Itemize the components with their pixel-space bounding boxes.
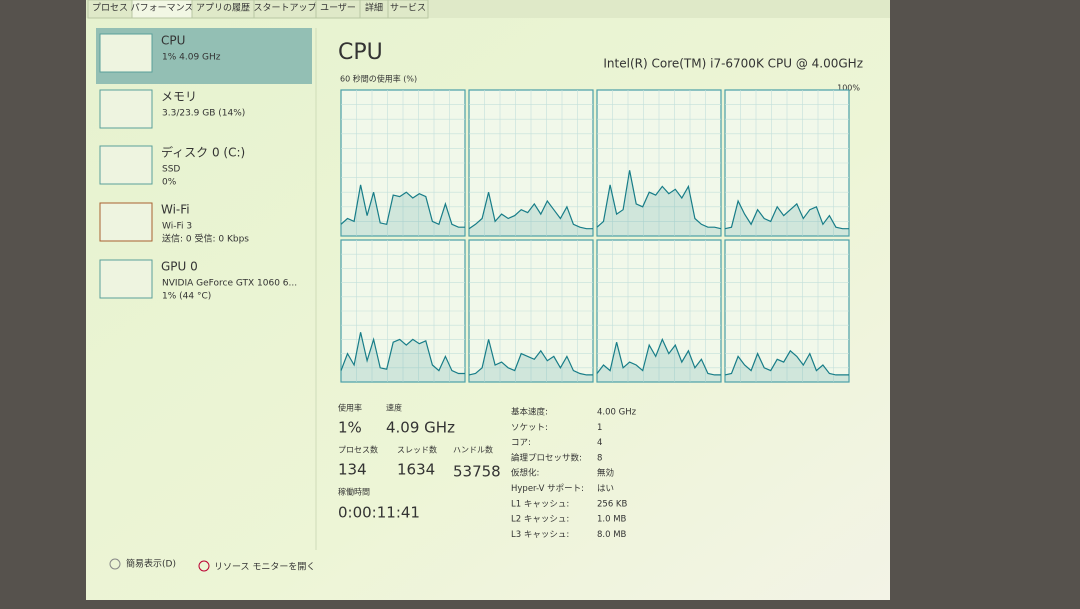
tab-label[interactable]: プロセス (92, 3, 128, 14)
monitor-link[interactable]: リソース モニターを開く (214, 562, 315, 573)
sidebar-detail[interactable]: NVIDIA GeForce GTX 1060 6... (162, 279, 297, 289)
stat-label: 速度 (386, 403, 402, 413)
detail-label: L2 キャッシュ: (511, 515, 569, 525)
tab-label[interactable]: ユーザー (320, 3, 356, 14)
sidebar-name[interactable]: メモリ (161, 90, 197, 104)
sidebar-detail[interactable]: 1% (44 °C) (162, 292, 211, 302)
stat-label: 稼働時間 (338, 487, 370, 497)
usage-line (468, 192, 593, 230)
tab-label[interactable]: スタートアップ (253, 3, 316, 14)
stat-value: 4.09 GHz (386, 419, 455, 437)
sidebar-name[interactable]: Wi-Fi (161, 203, 190, 217)
sidebar-detail[interactable]: Wi-Fi 3 (162, 222, 192, 232)
usage-line (724, 199, 849, 230)
graph-max: 100% (837, 84, 860, 93)
detail-label: Hyper-V サポート: (511, 484, 584, 494)
usage-line (340, 184, 465, 228)
sidebar-detail[interactable]: 送信: 0 受信: 0 Kbps (162, 233, 249, 245)
sidebar-name[interactable]: GPU 0 (161, 260, 198, 274)
detail-value: はい (597, 484, 614, 494)
sidebar-detail[interactable]: 0% (162, 178, 177, 188)
detail-label: L3 キャッシュ: (511, 530, 569, 540)
detail-label: ソケット: (511, 423, 548, 433)
detail-value: 256 KB (597, 499, 627, 509)
sidebar-detail[interactable]: SSD (162, 165, 180, 175)
usage-area (341, 184, 465, 236)
usage-line (596, 337, 721, 376)
usage-line (724, 349, 849, 376)
stat-label: プロセス数 (338, 445, 378, 455)
detail-value: 4 (597, 438, 602, 448)
usage-area (469, 192, 593, 236)
usage-line (468, 339, 593, 376)
main-title: CPU (338, 40, 383, 65)
sidebar-detail[interactable]: 1% 4.09 GHz (162, 53, 221, 63)
usage-area (725, 201, 849, 236)
usage-line (340, 332, 465, 375)
usage-area (469, 339, 593, 382)
usage-area (597, 170, 721, 236)
graph-label: 60 秒間の使用率 (%) (340, 74, 417, 84)
stat-label: スレッド数 (397, 445, 437, 455)
detail-value: 4.00 GHz (597, 408, 637, 418)
detail-value: 1.0 MB (597, 515, 627, 525)
detail-value: 1 (597, 423, 602, 433)
stat-value: 0:00:11:41 (338, 504, 420, 522)
stat-value: 1634 (397, 461, 435, 479)
detail-value: 無効 (597, 468, 614, 479)
usage-line (596, 170, 722, 230)
sidebar-detail[interactable]: 3.3/23.9 GB (14%) (162, 109, 245, 119)
summary-link[interactable]: 簡易表示(D) (126, 558, 176, 570)
detail-label: コア: (511, 438, 531, 448)
tab-label[interactable]: サービス (390, 3, 426, 14)
thumbnail[interactable] (99, 89, 153, 129)
stat-value: 1% (338, 419, 362, 437)
detail-label: L1 キャッシュ: (511, 499, 569, 509)
stat-label: ハンドル数 (453, 445, 493, 455)
sidebar-name[interactable]: ディスク 0 (C:) (161, 145, 245, 160)
processor-name: Intel(R) Core(TM) i7-6700K CPU @ 4.00GHz (603, 57, 863, 71)
thumbnail[interactable] (99, 259, 153, 299)
detail-value: 8.0 MB (597, 530, 627, 540)
usage-area (597, 339, 721, 382)
detail-label: 論理プロセッサ数: (511, 452, 582, 463)
stat-value: 134 (338, 461, 367, 479)
stat-value: 53758 (453, 463, 501, 481)
monitor-icon[interactable] (198, 560, 210, 572)
thumbnail[interactable] (99, 202, 153, 242)
detail-label: 仮想化: (511, 468, 539, 479)
detail-label: 基本速度: (511, 407, 548, 418)
tab-label[interactable]: パフォーマンス (131, 3, 194, 14)
tab-label[interactable]: 詳細 (365, 2, 383, 14)
detail-value: 8 (597, 453, 602, 463)
tab[interactable] (387, 0, 429, 19)
summary-icon[interactable] (109, 558, 121, 570)
tab-label[interactable]: アプリの履歴 (196, 3, 250, 14)
thumbnail[interactable] (99, 33, 153, 73)
thumbnail[interactable] (99, 145, 153, 185)
sidebar-name[interactable]: CPU (161, 34, 185, 48)
stat-label: 使用率 (338, 403, 362, 413)
